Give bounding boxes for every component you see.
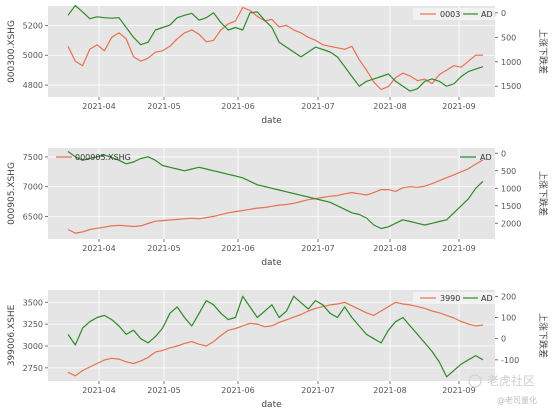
y-tick-label: 3500 <box>23 298 43 307</box>
y2-axis-label: 上涨下跌差 <box>537 313 549 358</box>
x-axis-label: date <box>261 116 282 126</box>
x-tick-label: 2021-06 <box>221 386 254 395</box>
y2-tick-label: 500 <box>501 167 516 176</box>
subplot-399006: 2021-04 2021-05 2021-06 2021-07 2021-08 2021-… <box>7 290 549 410</box>
x-tick-label: 2021-04 <box>82 386 115 395</box>
y2-tick-label: 1500 <box>501 82 521 91</box>
x-tick-label: 2021-04 <box>82 102 115 111</box>
y2-tick-label: 2000 <box>501 219 521 228</box>
x-axis-label: date <box>261 400 282 410</box>
legend-label-ad: AD <box>481 294 493 303</box>
series-line-index <box>67 6 483 91</box>
subplot-000300: 2021-04 2021-05 2021-06 2021-07 2021-08 2021-… <box>7 4 549 126</box>
y2-tick-label: 1000 <box>501 184 521 193</box>
y-tick-label: 4800 <box>23 81 43 90</box>
y2-tick-label: 0 <box>501 335 506 344</box>
series-line-index <box>67 159 484 234</box>
x-tick-label: 2021-04 <box>82 244 115 253</box>
y-tick-label: 3250 <box>23 320 43 329</box>
y2-tick-label: 500 <box>501 33 516 42</box>
x-tick-label: 2021-09 <box>442 386 475 395</box>
y-tick-label: 5000 <box>23 51 43 60</box>
x-tick-label: 2021-06 <box>221 244 254 253</box>
y-tick-label: 5200 <box>23 21 43 30</box>
legend-label-ad: AD <box>481 10 493 19</box>
x-tick-label: 2021-05 <box>147 386 180 395</box>
x-tick-label: 2021-08 <box>373 244 406 253</box>
series-line-ad <box>67 4 484 92</box>
x-tick-label: 2021-05 <box>147 102 180 111</box>
y2-axis-label: 上涨下跌差 <box>537 29 549 74</box>
x-tick-label: 2021-06 <box>221 102 254 111</box>
x-tick-label: 2021-08 <box>373 102 406 111</box>
legend-box-index <box>413 292 469 304</box>
x-tick-label: 2021-07 <box>301 244 334 253</box>
y-tick-label: 3000 <box>23 342 43 351</box>
series-line-ad <box>67 295 484 378</box>
watermark: 老虎社区 @老司量化 <box>468 373 537 405</box>
y2-tick-label: 0 <box>501 149 506 158</box>
x-tick-label: 2021-07 <box>301 386 334 395</box>
y-tick-label: 7500 <box>23 153 43 162</box>
legend-box-index <box>413 8 469 20</box>
y-axis-label: 000300.XSHG <box>7 20 17 83</box>
watermark-text: 老虎社区 <box>487 373 535 388</box>
x-tick-label: 2021-05 <box>147 244 180 253</box>
x-tick-label: 2021-07 <box>301 102 334 111</box>
x-axis-label: date <box>261 258 282 268</box>
plot-background <box>48 6 495 97</box>
legend-label-index: 000905.XSHG <box>75 153 131 162</box>
y2-tick-label: 1000 <box>501 58 521 67</box>
y2-tick-label: 0 <box>501 9 506 18</box>
legend-label-ad: AD <box>480 153 492 162</box>
y2-tick-label: -100 <box>501 356 519 365</box>
watermark-subtext: @老司量化 <box>497 395 537 405</box>
series-line-ad <box>67 151 484 230</box>
y-tick-label: 2750 <box>23 364 43 373</box>
x-tick-label: 2021-09 <box>442 102 475 111</box>
y2-tick-label: 200 <box>501 292 516 301</box>
y2-tick-label: 1500 <box>501 202 521 211</box>
y2-axis-label: 上涨下跌差 <box>537 171 549 216</box>
series-line-index <box>67 301 484 377</box>
x-tick-label: 2021-09 <box>442 244 475 253</box>
subplot-000905: 2021-04 2021-05 2021-06 2021-07 2021-08 2021-… <box>7 148 549 268</box>
y-tick-label: 6500 <box>23 212 43 221</box>
y-axis-label: 000905.XSHG <box>7 162 17 225</box>
y2-tick-label: 100 <box>501 314 516 323</box>
x-tick-label: 2021-08 <box>373 386 406 395</box>
y-tick-label: 7000 <box>23 183 43 192</box>
watermark-logo-icon <box>468 374 482 388</box>
y-axis-label: 399006.XSHE <box>7 304 17 366</box>
